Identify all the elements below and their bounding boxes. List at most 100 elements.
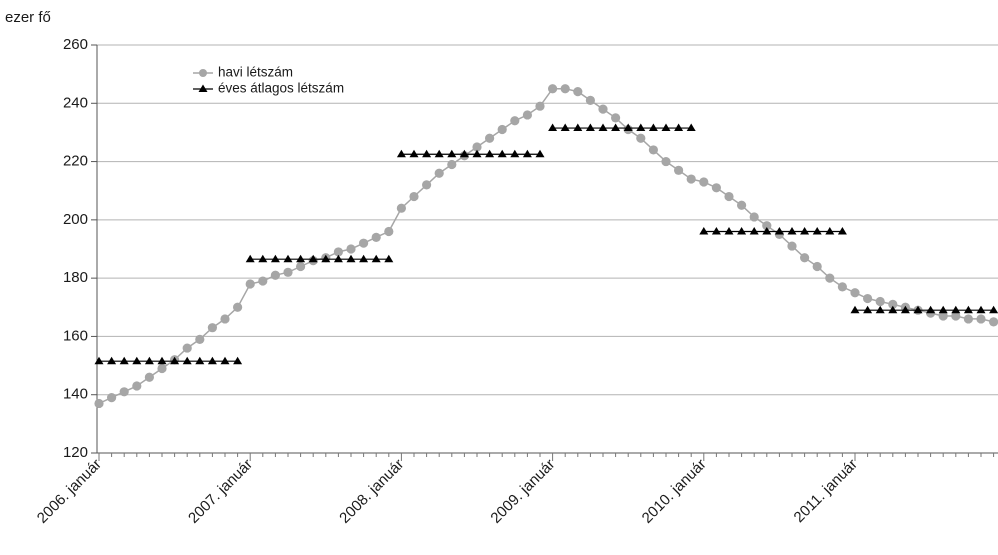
monthly-point — [144, 372, 154, 382]
monthly-point — [850, 288, 860, 298]
monthly-point — [296, 261, 306, 272]
monthly-point — [963, 314, 974, 324]
monthly-point — [863, 293, 873, 304]
monthly-point — [132, 381, 142, 391]
x-tick-label: 2006. január — [34, 456, 105, 527]
annual-average-point — [245, 254, 255, 263]
legend-marker-annual — [198, 84, 208, 92]
y-tick-label: 120 — [63, 444, 88, 461]
axes: 120 140 160 180 200 220 240 260 2006. január 2007… — [34, 36, 998, 527]
annual-average-point — [573, 123, 583, 132]
monthly-point — [195, 334, 205, 344]
annual-average-point — [774, 227, 784, 235]
monthly-point — [233, 302, 243, 312]
annual-average-point — [850, 305, 860, 314]
annual-average-point — [737, 227, 747, 235]
monthly-point — [636, 133, 646, 143]
annual-average-point — [648, 123, 658, 132]
annual-average-point — [611, 123, 621, 132]
monthly-point — [800, 253, 810, 263]
annual-average-point — [459, 149, 469, 158]
annual-average-point — [875, 305, 885, 314]
monthly-point — [119, 387, 129, 397]
monthly-point — [447, 159, 457, 170]
annual-average-point — [535, 149, 545, 158]
annual-average-point — [195, 356, 205, 365]
annual-average-point — [447, 149, 457, 158]
annual-average-point — [119, 356, 129, 365]
monthly-point — [737, 200, 747, 210]
annual-average-point — [510, 149, 520, 158]
annual-average-point — [94, 356, 104, 365]
monthly-point — [938, 311, 948, 321]
annual-average-point — [359, 254, 369, 263]
annual-average-point — [674, 123, 684, 132]
annual-average-point — [976, 305, 986, 314]
annual-average-point — [321, 254, 331, 263]
annual-average-point — [296, 254, 306, 263]
annual-average-point — [711, 227, 721, 235]
monthly-point — [837, 282, 848, 292]
monthly-point — [107, 393, 117, 403]
monthly-point — [422, 180, 432, 190]
annual-average-point — [787, 227, 797, 235]
monthly-point — [951, 311, 961, 321]
annual-average-point — [749, 227, 759, 235]
annual-average-point — [308, 254, 318, 263]
gridlines — [97, 44, 998, 396]
annual-average-point — [548, 123, 558, 132]
annual-average-point — [522, 149, 532, 158]
legend-label-annual: éves átlagos létszám — [218, 81, 344, 96]
annual-average-point — [207, 356, 217, 365]
monthly-point — [585, 95, 596, 105]
x-tick-label: 2008. január — [336, 456, 407, 527]
monthly-point — [548, 84, 558, 94]
annual-average-point — [409, 149, 419, 158]
annual-average-point — [900, 305, 910, 314]
annual-average-point — [963, 305, 973, 314]
annual-average-point — [686, 123, 696, 132]
annual-average-point — [233, 356, 243, 365]
monthly-point — [220, 314, 230, 324]
annual-average-point — [913, 305, 923, 314]
monthly-point — [371, 232, 381, 242]
annual-average-point — [182, 356, 192, 365]
annual-average-point — [598, 123, 608, 132]
monthly-point — [724, 191, 734, 202]
legend-label-monthly: havi létszám — [218, 65, 293, 80]
annual-average-point — [989, 305, 998, 314]
annual-average-point — [623, 123, 633, 132]
annual-average-point — [938, 305, 948, 314]
monthly-point — [749, 212, 759, 222]
annual-average-point — [485, 149, 495, 158]
monthly-point — [522, 110, 533, 120]
monthly-point — [245, 279, 255, 289]
series-line-monthly — [98, 87, 994, 405]
x-tick-label: 2009. január — [487, 456, 558, 527]
annual-average-point — [560, 123, 570, 132]
monthly-point — [888, 299, 898, 309]
annual-average-point — [422, 149, 432, 158]
annual-average-point — [371, 254, 381, 263]
annual-average-point — [812, 227, 822, 235]
monthly-point — [787, 241, 797, 251]
annual-average-point — [825, 227, 835, 235]
annual-average-point — [132, 356, 142, 365]
annual-average-point — [144, 356, 154, 365]
monthly-point — [396, 203, 406, 213]
annual-average-point — [699, 227, 709, 235]
monthly-point — [434, 168, 444, 178]
annual-average-point — [800, 227, 810, 235]
monthly-point — [409, 191, 419, 202]
legend-marker-monthly — [199, 69, 207, 77]
monthly-point — [485, 133, 495, 143]
annual-average-point — [107, 356, 117, 365]
annual-average-point — [283, 254, 293, 263]
monthly-point — [875, 296, 885, 307]
annual-average-point — [585, 123, 595, 132]
monthly-point — [497, 124, 507, 135]
annual-average-point — [434, 149, 444, 158]
annual-average-point — [636, 123, 646, 132]
annual-average-point — [888, 305, 898, 314]
y-tick-label: 260 — [63, 36, 88, 53]
